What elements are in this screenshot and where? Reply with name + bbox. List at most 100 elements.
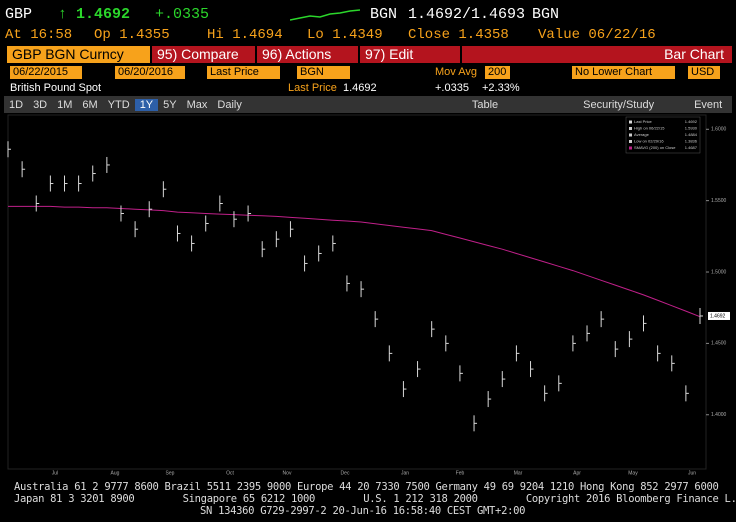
range-button[interactable]: 1Y (134, 98, 159, 111)
price-bar (21, 161, 26, 178)
price-bar (176, 225, 181, 242)
price-bar (544, 385, 548, 402)
last-price: ↑ 1.4692 (58, 6, 131, 23)
price-bar (35, 195, 40, 212)
last-price-tag (708, 311, 730, 320)
table-button[interactable]: Table (471, 98, 499, 111)
footer-line: Japan 81 3 3201 8900 Singapore 65 6212 1… (14, 493, 736, 505)
x-tick-label: Jan (401, 470, 409, 476)
legend-value: 1.4687 (685, 145, 698, 150)
price-bar (261, 241, 266, 258)
range-toolbar: 1D 3D 1M 6M YTD 1Y 5Y Max Daily Table Security/Stu… (4, 96, 732, 113)
price-bar (586, 325, 591, 342)
quote-time: At 16:58 (5, 27, 73, 43)
view-button[interactable]: Bar Chart (462, 46, 732, 63)
quote-low: Lo 1.4349 (307, 27, 383, 43)
y-tick-label: 1.5500 (711, 198, 727, 204)
frequency-select[interactable]: Daily (217, 98, 242, 111)
price-bar (7, 141, 11, 158)
price-bar (431, 321, 435, 338)
price-bar (275, 231, 280, 248)
compare-button[interactable]: 95) Compare (152, 46, 255, 63)
price-bar (374, 311, 379, 328)
legend-swatch (629, 140, 632, 143)
price-bar (473, 415, 478, 432)
price-bar (643, 315, 647, 332)
y-tick-label: 1.5000 (711, 269, 727, 275)
security-field[interactable]: GBP BGN Curncy (7, 46, 150, 63)
fx-select[interactable]: USD (688, 66, 720, 79)
price-bar (515, 345, 520, 362)
price-bar (148, 201, 153, 218)
sparkline (290, 9, 360, 21)
x-tick-label: Apr (573, 470, 581, 476)
y-tick-label: 1.6000 (711, 127, 727, 133)
actions-button[interactable]: 96) Actions (257, 46, 358, 63)
price-bar (459, 365, 463, 382)
price-bar (487, 391, 492, 408)
bid-ask: 1.4692/1.4693 (408, 6, 526, 23)
quote-value: Value 06/22/16 (538, 27, 656, 43)
price-bar (332, 235, 336, 252)
legend-value: 1.4884 (685, 132, 698, 137)
currency-field[interactable]: BGN (297, 66, 350, 79)
price-bar (134, 221, 139, 238)
info-change: +.0335 (435, 82, 469, 94)
start-date[interactable]: 06/22/2015 (10, 66, 82, 79)
last-price-tag-label: 1.4692 (710, 313, 726, 319)
x-tick-label: May (628, 470, 638, 476)
moving-average-line (8, 205, 701, 318)
price-bar (49, 175, 54, 192)
price-bar (247, 205, 252, 222)
x-tick-label: Mar (514, 470, 523, 476)
quote-close: Close 1.4358 (408, 27, 509, 43)
x-tick-label: Dec (341, 470, 350, 476)
legend-box (625, 116, 701, 154)
field-label: Last Price (288, 82, 337, 94)
lower-chart-select[interactable]: No Lower Chart (572, 66, 675, 79)
end-date[interactable]: 06/20/2016 (115, 66, 185, 79)
legend-label: Low on 02/29/16 (634, 139, 664, 144)
range-button[interactable]: 3D (33, 98, 48, 111)
price-bar (106, 156, 110, 173)
range-button[interactable]: 5Y (163, 98, 177, 111)
price-bar (162, 181, 167, 198)
legend-swatch (629, 146, 632, 150)
footer-line: Australia 61 2 9777 8600 Brazil 5511 239… (14, 481, 719, 493)
range-button[interactable]: YTD (107, 98, 130, 111)
quote-open: Op 1.4355 (94, 27, 170, 43)
x-tick-label: Jun (688, 470, 696, 476)
range-button[interactable]: Max (186, 98, 208, 111)
price-bar (63, 175, 68, 192)
change: +.0335 (155, 6, 210, 23)
edit-button[interactable]: 97) Edit (360, 46, 460, 63)
field-select[interactable]: Last Price (207, 66, 280, 79)
period-field[interactable]: 200 (485, 66, 510, 79)
price-bar (318, 245, 322, 262)
price-bar (530, 361, 534, 378)
price-bar (388, 345, 393, 362)
study-button[interactable]: Security/Study (583, 98, 655, 111)
x-tick-label: Nov (283, 470, 292, 476)
y-tick-label: 1.4000 (711, 412, 727, 418)
event-button[interactable]: Event (694, 98, 723, 111)
range-button[interactable]: 1D (9, 98, 24, 111)
plot-area (7, 114, 707, 470)
legend-label: High on 06/22/15 (634, 126, 665, 131)
currency: BGN (370, 6, 398, 23)
currency: BGN (532, 6, 560, 23)
price-bar (600, 311, 605, 328)
price-bar (657, 345, 661, 362)
price-bar (699, 307, 703, 324)
x-tick-label: Oct (226, 470, 234, 476)
legend-value: 1.5930 (685, 126, 698, 131)
range-button[interactable]: 6M (82, 98, 98, 111)
price-bar (501, 371, 506, 388)
info-last: 1.4692 (343, 82, 377, 94)
price-bar (572, 335, 576, 352)
x-tick-label: Feb (456, 470, 465, 476)
footer-line: SN 134360 G729-2997-2 20-Jun-16 16:58:40… (200, 505, 526, 517)
range-button[interactable]: 1M (57, 98, 73, 111)
security-name: British Pound Spot (10, 82, 102, 94)
